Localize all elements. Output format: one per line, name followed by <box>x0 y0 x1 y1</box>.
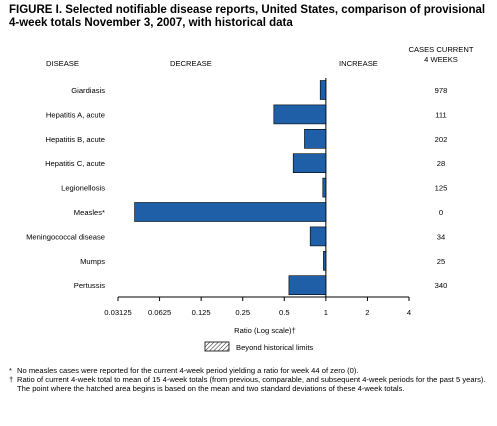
x-tick-label: 1 <box>324 308 328 317</box>
case-count: 340 <box>435 281 448 290</box>
x-tick-label: 0.03125 <box>104 308 131 317</box>
cases-header: CASES CURRENT <box>409 45 474 54</box>
footnote-marker: † <box>9 375 14 384</box>
disease-header: DISEASE <box>46 59 79 68</box>
cases-header: 4 WEEKS <box>424 55 458 64</box>
footnotes: * No measles cases were reported for the… <box>9 366 493 393</box>
category-label: Mumps <box>80 257 105 266</box>
bar <box>319 80 327 100</box>
x-tick-label: 0.125 <box>192 308 211 317</box>
increase-header: INCREASE <box>339 59 378 68</box>
footnote-marker: * <box>9 366 12 375</box>
legend-hatch-swatch <box>204 341 230 352</box>
footnote-measles: * No measles cases were reported for the… <box>9 366 493 375</box>
x-tick-label: 2 <box>365 308 369 317</box>
bar <box>288 275 327 296</box>
x-tick-label: 4 <box>407 308 411 317</box>
bar <box>323 251 327 271</box>
footnote-ratio: † Ratio of current 4-week total to mean … <box>9 375 493 393</box>
bar <box>309 226 327 247</box>
x-axis-title: Ratio (Log scale)† <box>234 326 296 335</box>
category-label: Giardiasis <box>71 86 105 95</box>
footnote-text: No measles cases were reported for the c… <box>17 366 359 375</box>
figure-title: FIGURE I. Selected notifiable disease re… <box>9 4 486 29</box>
bar <box>322 177 327 198</box>
bar <box>292 153 327 173</box>
case-count: 125 <box>435 184 448 193</box>
decrease-header: DECREASE <box>170 59 212 68</box>
case-count: 28 <box>437 159 445 168</box>
bar <box>134 202 327 222</box>
legend-label: Beyond historical limits <box>236 343 313 352</box>
bar <box>273 104 327 125</box>
category-label: Measles* <box>74 208 105 217</box>
category-label: Legionellosis <box>61 184 105 193</box>
case-count: 25 <box>437 257 445 266</box>
case-count: 978 <box>435 86 448 95</box>
x-tick-label: 0.5 <box>279 308 290 317</box>
category-label: Hepatitis A, acute <box>46 110 105 119</box>
case-count: 34 <box>437 232 445 241</box>
x-tick-label: 0.0625 <box>148 308 171 317</box>
x-tick-label: 0.25 <box>235 308 250 317</box>
footnote-text: Ratio of current 4-week total to mean of… <box>17 375 486 393</box>
category-label: Pertussis <box>74 281 105 290</box>
case-count: 0 <box>439 208 443 217</box>
case-count: 111 <box>435 110 447 119</box>
case-count: 202 <box>435 135 448 144</box>
category-label: Meningococcal disease <box>26 232 105 241</box>
bar <box>304 129 327 149</box>
category-label: Hepatitis B, acute <box>45 135 105 144</box>
category-label: Hepatitis C, acute <box>45 159 105 168</box>
